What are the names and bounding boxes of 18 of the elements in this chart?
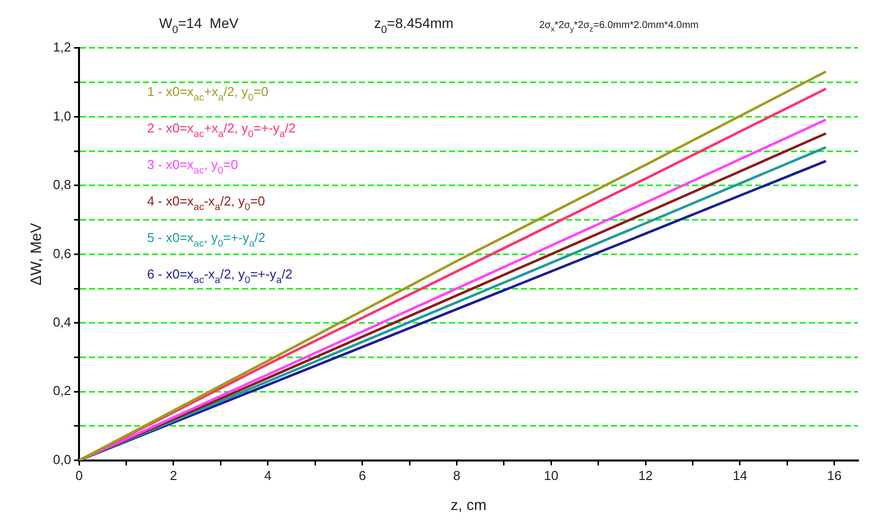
x-tick-label: 4 (264, 468, 272, 483)
x-tick-label: 12 (638, 468, 653, 483)
x-tick-label: 0 (75, 468, 83, 483)
y-axis-title: ΔW, MeV (28, 222, 46, 286)
y-tick-label: 0,8 (52, 177, 72, 192)
y-tick-label: 0,4 (52, 314, 72, 330)
x-tick-label: 16 (827, 468, 842, 483)
y-tick-label: 1,2 (52, 40, 72, 55)
x-tick-label: 14 (732, 468, 748, 483)
y-tick-label: 0,2 (52, 383, 72, 398)
x-tick-label: 8 (453, 468, 460, 483)
y-tick-label: 0,0 (52, 452, 72, 467)
x-tick-label: 10 (544, 468, 558, 483)
y-tick-label: 0,6 (52, 246, 72, 261)
x-axis-title: z, cm (450, 497, 486, 514)
x-tick-label: 2 (170, 468, 178, 483)
y-tick-label: 1,0 (52, 108, 72, 124)
x-tick-label: 6 (358, 468, 366, 483)
